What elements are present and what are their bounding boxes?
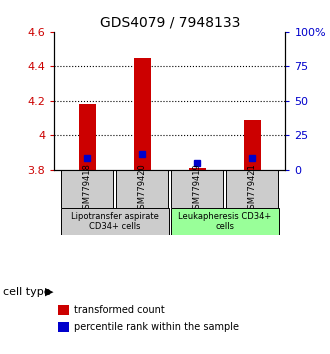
- Text: transformed count: transformed count: [74, 305, 165, 315]
- FancyBboxPatch shape: [61, 170, 113, 208]
- FancyBboxPatch shape: [226, 170, 278, 208]
- Title: GDS4079 / 7948133: GDS4079 / 7948133: [100, 15, 240, 29]
- FancyBboxPatch shape: [61, 208, 169, 235]
- Text: GSM779419: GSM779419: [193, 164, 202, 214]
- Text: GSM779421: GSM779421: [248, 164, 257, 214]
- FancyBboxPatch shape: [171, 170, 223, 208]
- Bar: [134, 58, 151, 170]
- Text: GSM779418: GSM779418: [83, 164, 92, 214]
- Bar: [189, 168, 206, 170]
- FancyBboxPatch shape: [171, 208, 279, 235]
- Text: cell type: cell type: [3, 287, 51, 297]
- Text: GSM779420: GSM779420: [138, 164, 147, 214]
- Text: percentile rank within the sample: percentile rank within the sample: [74, 322, 239, 332]
- Bar: [244, 120, 261, 170]
- FancyBboxPatch shape: [116, 170, 168, 208]
- Text: Lipotransfer aspirate
CD34+ cells: Lipotransfer aspirate CD34+ cells: [71, 212, 159, 231]
- Text: ▶: ▶: [45, 287, 53, 297]
- Text: Leukapheresis CD34+
cells: Leukapheresis CD34+ cells: [178, 212, 272, 231]
- Bar: [79, 104, 96, 170]
